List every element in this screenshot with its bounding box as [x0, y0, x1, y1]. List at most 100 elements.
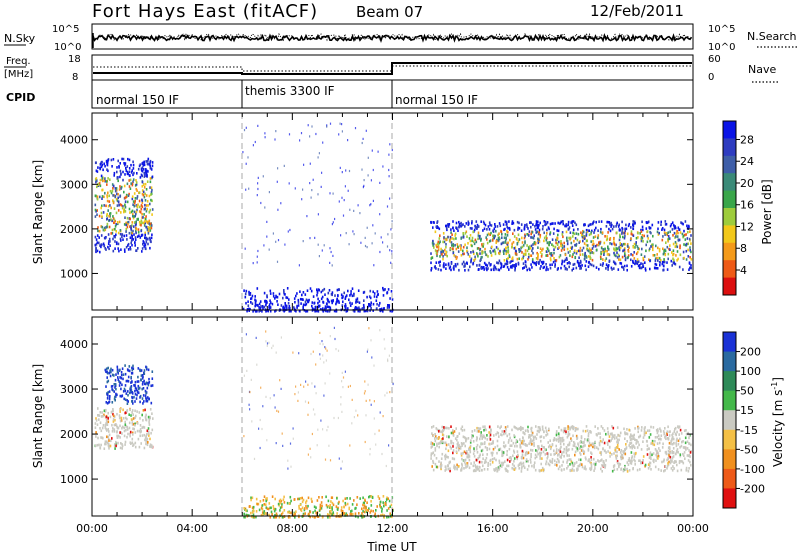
- echo-cell: [105, 442, 107, 446]
- echo-cell: [369, 495, 371, 498]
- echo-cell: [125, 379, 128, 383]
- echo-cell: [491, 461, 494, 464]
- echo-cell: [561, 246, 564, 250]
- echo-cell: [124, 423, 127, 426]
- echo-cell: [571, 224, 574, 227]
- echo-cell: [271, 302, 274, 306]
- echo-cell: [384, 502, 386, 505]
- echo-cell: [647, 467, 650, 470]
- echo-cell: [387, 507, 390, 510]
- echo-cell: [389, 512, 391, 515]
- echo-cell: [302, 498, 305, 502]
- echo-cell: [299, 139, 301, 142]
- echo-cell: [256, 261, 258, 264]
- echo-cell: [549, 444, 551, 447]
- echo-cell: [118, 165, 120, 168]
- cpid-label: CPID: [6, 91, 35, 104]
- echo-cell: [537, 255, 539, 258]
- echo-cell: [106, 195, 109, 199]
- echo-cell: [585, 260, 588, 263]
- echo-cell: [435, 243, 437, 247]
- echo-cell: [439, 260, 441, 264]
- echo-cell: [112, 199, 114, 202]
- echo-cell: [143, 224, 146, 227]
- echo-cell: [586, 247, 588, 251]
- echo-cell: [255, 515, 257, 519]
- echo-cell: [551, 243, 553, 246]
- echo-cell: [530, 455, 532, 459]
- echo-cell: [455, 221, 458, 225]
- cpid-row: CPID normal 150 IF themis 3300 IF normal…: [6, 79, 694, 109]
- echo-cell: [666, 261, 668, 264]
- echo-cell: [435, 261, 438, 264]
- echo-cell: [671, 251, 673, 254]
- echo-cell: [597, 432, 600, 435]
- echo-cell: [506, 258, 508, 261]
- echo-cell: [125, 416, 127, 420]
- echo-cell: [521, 245, 524, 249]
- echo-cell: [525, 444, 527, 447]
- echo-cell: [143, 241, 145, 244]
- echo-cell: [104, 164, 106, 168]
- echo-cell: [258, 427, 260, 430]
- echo-cell: [529, 440, 532, 443]
- echo-cell: [651, 453, 653, 457]
- echo-cell: [477, 254, 479, 258]
- echo-cell: [687, 224, 690, 228]
- echo-cell: [613, 240, 615, 243]
- echo-cell: [263, 495, 266, 498]
- echo-cell: [670, 459, 672, 462]
- echo-cell: [101, 176, 104, 180]
- echo-cell: [498, 251, 500, 255]
- echo-cell: [449, 237, 452, 241]
- echo-cell: [340, 467, 342, 470]
- echo-cell: [559, 442, 562, 446]
- colorbar-tick-label: 28: [740, 133, 754, 146]
- echo-cell: [688, 449, 690, 452]
- echo-cell: [256, 363, 258, 366]
- echo-cell: [521, 236, 523, 240]
- echo-cell: [582, 444, 585, 448]
- echo-cell: [434, 439, 437, 443]
- echo-cell: [583, 223, 586, 226]
- echo-cell: [136, 205, 138, 208]
- echo-cell: [511, 222, 513, 225]
- echo-cell: [456, 463, 458, 467]
- echo-cell: [329, 459, 332, 462]
- echo-cell: [252, 515, 255, 519]
- echo-cell: [298, 352, 300, 355]
- echo-cell: [120, 416, 123, 420]
- echo-cell: [578, 241, 580, 244]
- echo-cell: [498, 466, 501, 470]
- echo-cell: [669, 244, 671, 247]
- echo-cell: [145, 365, 147, 369]
- echo-cell: [679, 231, 682, 234]
- echo-cell: [500, 265, 503, 268]
- echo-cell: [146, 180, 149, 183]
- echo-cell: [545, 222, 548, 226]
- echo-cell: [329, 516, 331, 519]
- echo-cell: [244, 295, 247, 299]
- echo-cell: [550, 453, 552, 456]
- echo-cell: [605, 225, 608, 228]
- echo-cell: [553, 251, 555, 255]
- echo-cell: [110, 385, 113, 388]
- echo-cell: [259, 300, 262, 303]
- echo-cell: [590, 456, 592, 459]
- echo-cell: [545, 434, 547, 437]
- echo-cell: [506, 225, 508, 229]
- echo-cell: [667, 257, 669, 261]
- echo-cell: [134, 441, 137, 445]
- echo-cell: [139, 176, 142, 179]
- echo-cell: [118, 414, 121, 417]
- echo-cell: [577, 261, 580, 265]
- echo-cell: [116, 166, 118, 169]
- echo-cell: [101, 188, 103, 192]
- echo-cell: [387, 304, 389, 307]
- echo-cell: [518, 248, 520, 251]
- echo-cell: [528, 245, 531, 248]
- echo-cell: [297, 391, 299, 394]
- echo-cell: [576, 447, 579, 450]
- echo-cell: [480, 258, 482, 262]
- echo-cell: [479, 235, 481, 238]
